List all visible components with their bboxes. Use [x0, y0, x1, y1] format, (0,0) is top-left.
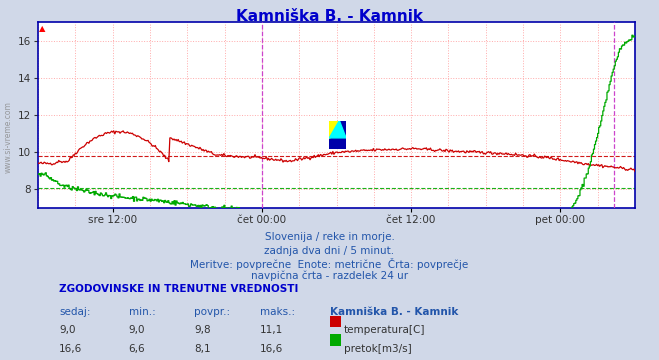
Text: navpična črta - razdelek 24 ur: navpična črta - razdelek 24 ur — [251, 271, 408, 281]
Text: 16,6: 16,6 — [260, 344, 283, 354]
Text: 8,1: 8,1 — [194, 344, 211, 354]
Text: Kamniška B. - Kamnik: Kamniška B. - Kamnik — [330, 307, 458, 317]
Text: Slovenija / reke in morje.: Slovenija / reke in morje. — [264, 232, 395, 242]
Text: ▲: ▲ — [39, 24, 45, 33]
Text: 9,0: 9,0 — [59, 325, 76, 336]
Text: temperatura[C]: temperatura[C] — [344, 325, 426, 336]
Text: povpr.:: povpr.: — [194, 307, 231, 317]
Text: min.:: min.: — [129, 307, 156, 317]
Text: 6,6: 6,6 — [129, 344, 145, 354]
Text: 11,1: 11,1 — [260, 325, 283, 336]
Text: pretok[m3/s]: pretok[m3/s] — [344, 344, 412, 354]
Text: sedaj:: sedaj: — [59, 307, 91, 317]
Text: 16,6: 16,6 — [59, 344, 82, 354]
Text: ZGODOVINSKE IN TRENUTNE VREDNOSTI: ZGODOVINSKE IN TRENUTNE VREDNOSTI — [59, 284, 299, 294]
Text: 9,0: 9,0 — [129, 325, 145, 336]
Text: zadnja dva dni / 5 minut.: zadnja dva dni / 5 minut. — [264, 246, 395, 256]
Text: Kamniška B. - Kamnik: Kamniška B. - Kamnik — [236, 9, 423, 24]
Text: maks.:: maks.: — [260, 307, 295, 317]
Text: 9,8: 9,8 — [194, 325, 211, 336]
Text: Meritve: povprečne  Enote: metrične  Črta: povprečje: Meritve: povprečne Enote: metrične Črta:… — [190, 258, 469, 270]
Text: www.si-vreme.com: www.si-vreme.com — [3, 101, 13, 173]
